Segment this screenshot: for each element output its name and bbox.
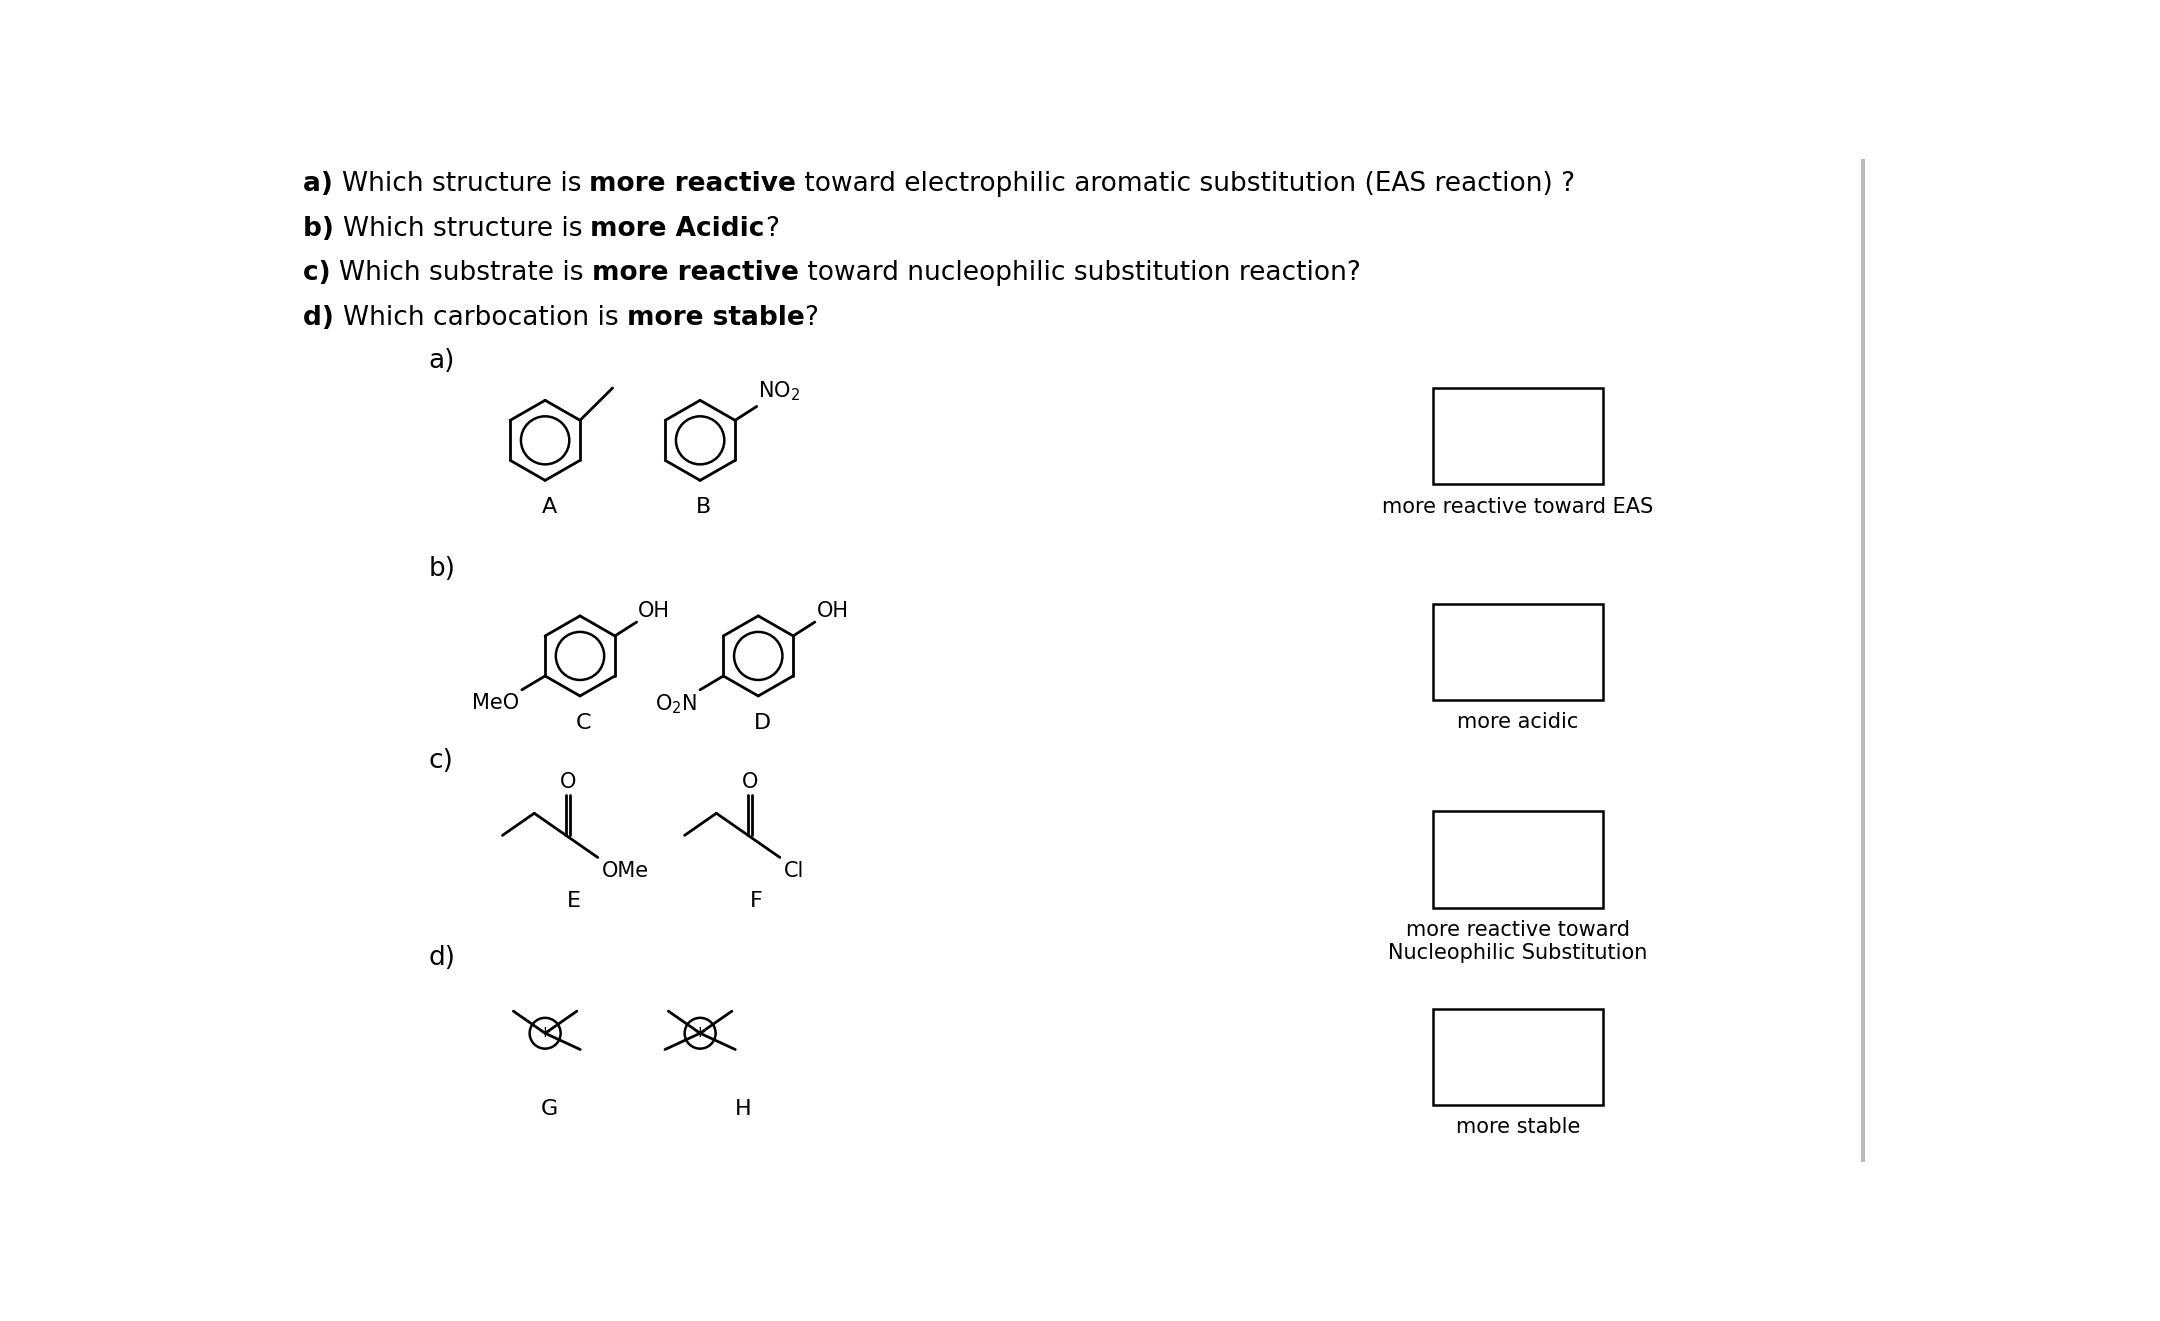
Text: more reactive: more reactive [590,170,797,197]
Text: a): a) [430,347,456,374]
Text: more reactive: more reactive [592,260,799,287]
Text: C: C [577,713,592,733]
Text: b): b) [430,556,456,581]
Text: c): c) [302,260,339,287]
Text: Cl: Cl [784,861,804,881]
Text: +: + [693,1025,706,1040]
Text: c): c) [430,748,454,774]
Text: OH: OH [816,601,849,621]
Text: OMe: OMe [603,861,648,881]
Text: b): b) [302,215,343,242]
Text: NO$_2$: NO$_2$ [758,379,801,403]
Bar [1432,1009,1603,1104]
Text: Which substrate is: Which substrate is [339,260,592,287]
Text: a): a) [302,170,341,197]
Text: more reactive toward
Nucleophilic Substitution: more reactive toward Nucleophilic Substi… [1389,919,1648,963]
Text: more stable: more stable [1456,1118,1579,1137]
Text: more reactive toward EAS: more reactive toward EAS [1382,497,1652,517]
Text: A: A [542,497,557,518]
Text: Which structure is: Which structure is [343,215,590,242]
Text: D: D [754,713,771,733]
Text: d): d) [430,945,456,971]
Text: more Acidic: more Acidic [590,215,765,242]
Text: E: E [566,890,581,910]
Text: H: H [734,1099,752,1119]
Text: O: O [743,773,758,793]
Bar [1432,604,1603,700]
Text: d): d) [302,305,343,330]
Text: more acidic: more acidic [1458,712,1579,732]
Text: ?: ? [765,215,780,242]
Text: toward electrophilic aromatic substitution (EAS reaction) ?: toward electrophilic aromatic substituti… [797,170,1575,197]
Text: G: G [540,1099,557,1119]
Text: toward nucleophilic substitution reaction?: toward nucleophilic substitution reactio… [799,260,1361,287]
Text: Which carbocation is: Which carbocation is [343,305,626,330]
Text: more stable: more stable [626,305,804,330]
Text: F: F [750,890,762,910]
Bar [1432,811,1603,908]
Text: ?: ? [804,305,819,330]
Text: +: + [538,1025,551,1040]
Text: OH: OH [637,601,670,621]
Text: MeO: MeO [471,694,518,713]
Text: O$_2$N: O$_2$N [654,694,698,716]
Text: O: O [559,773,577,793]
Text: Which structure is: Which structure is [341,170,590,197]
Text: B: B [696,497,711,518]
Bar [1432,388,1603,485]
